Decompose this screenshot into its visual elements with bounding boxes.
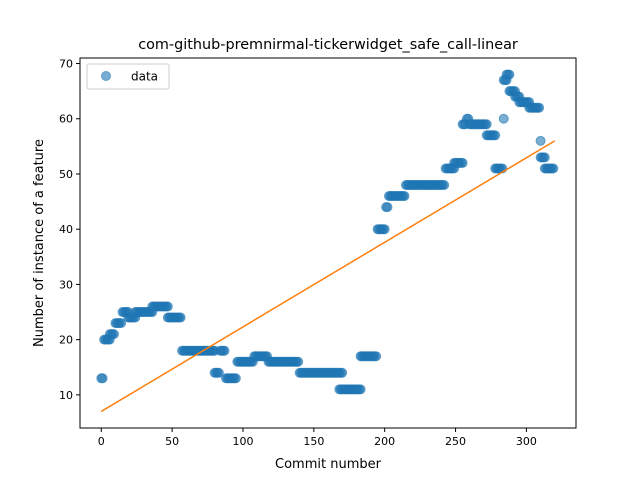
data-point <box>382 202 393 213</box>
x-tick-label: 150 <box>303 435 324 448</box>
legend-label-data: data <box>131 70 158 84</box>
chart-title: com-github-premnirmal-tickerwidget_safe_… <box>138 37 518 53</box>
legend: data <box>86 63 170 90</box>
data-point <box>548 163 559 174</box>
x-tick-label: 250 <box>445 435 466 448</box>
y-tick-label: 20 <box>59 334 73 347</box>
data-point <box>457 157 468 168</box>
y-tick-label: 40 <box>59 223 73 236</box>
data-point <box>481 119 492 130</box>
data-point <box>379 224 390 235</box>
data-point <box>162 301 173 312</box>
y-tick-label: 50 <box>59 168 73 181</box>
x-tick-label: 200 <box>374 435 395 448</box>
data-point <box>535 135 546 146</box>
plot-frame <box>79 57 577 429</box>
fit-line <box>100 140 556 413</box>
x-tick-label: 0 <box>98 435 105 448</box>
x-axis-label: Commit number <box>275 457 382 472</box>
x-tick-label: 100 <box>232 435 253 448</box>
y-tick-label: 60 <box>59 113 73 126</box>
data-point <box>337 367 348 378</box>
data-point <box>109 329 120 340</box>
data-point <box>219 345 230 356</box>
data-point <box>371 351 382 362</box>
data-point <box>293 356 304 367</box>
y-axis-label: Number of instance of a feature <box>32 139 47 347</box>
legend-frame <box>86 63 170 90</box>
data-point <box>213 367 224 378</box>
data-point <box>539 152 550 163</box>
x-tick-label: 50 <box>165 435 179 448</box>
data-point <box>97 373 108 384</box>
data-point <box>230 373 241 384</box>
x-axis: 0 50 100 150 200 250 300 <box>98 428 537 448</box>
data-point <box>498 113 509 124</box>
data-point <box>399 191 410 202</box>
legend-marker-data <box>101 71 111 81</box>
data-point <box>534 102 545 113</box>
plot-content <box>96 69 559 413</box>
y-axis: 10 20 30 40 50 60 70 <box>59 58 80 402</box>
data-point <box>504 69 515 80</box>
data-point <box>439 180 450 191</box>
data-point <box>116 318 127 329</box>
y-tick-label: 30 <box>59 278 73 291</box>
y-tick-label: 70 <box>59 58 73 71</box>
data-point <box>490 130 501 141</box>
data-point <box>355 384 366 395</box>
x-tick-label: 300 <box>516 435 537 448</box>
y-tick-label: 10 <box>59 389 73 402</box>
data-point <box>175 312 186 323</box>
